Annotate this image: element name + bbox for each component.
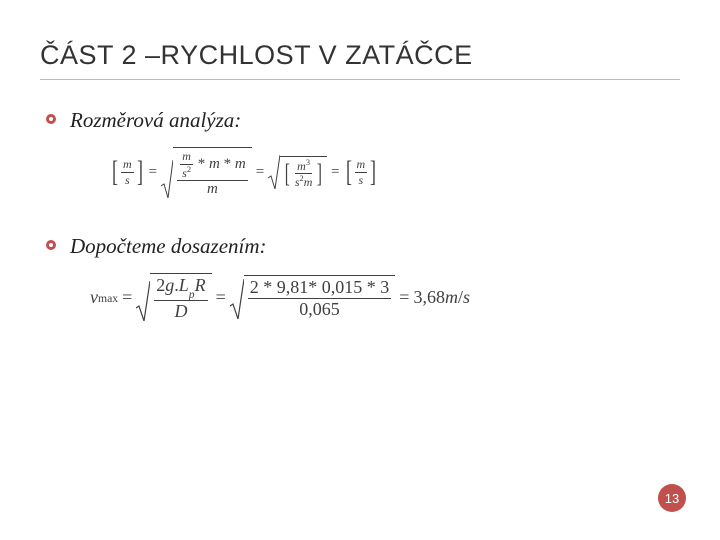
sqrt: [ m3 s2m ] [268,156,327,189]
bullet-2-text: Dopočteme dosazením: [70,234,267,259]
equals: = [122,288,132,306]
left-bracket: [ [285,161,290,187]
left-bracket: [ [112,157,118,187]
bullet-2: Dopočteme dosazením: [40,234,680,259]
sqrt: 2g.LpR D [136,273,211,321]
equals: = [399,288,409,306]
right-bracket: ] [317,161,322,187]
equals: = [149,165,157,180]
fraction: 2 * 9,81* 0,015 * 3 0,065 [248,278,392,319]
equals: = [216,288,226,306]
fraction: m3 s2m [293,159,315,189]
bullet-icon [46,114,56,124]
bullet-icon [46,240,56,250]
fraction: m s [121,158,134,186]
sqrt: 2 * 9,81* 0,015 * 3 0,065 [230,275,396,319]
fraction: m s2 [180,150,193,179]
fraction: 2g.LpR D [154,276,207,321]
sqrt: m s2 * m * m m [161,147,252,198]
page-number: 13 [665,491,679,506]
page-number-badge: 13 [658,484,686,512]
formula-dimensional: [ m s ] = m s2 * m * m [110,147,680,198]
equals: = [331,165,339,180]
right-bracket: ] [137,157,143,187]
right-bracket: ] [370,157,376,187]
slide: ČÁST 2 –RYCHLOST V ZATÁČCE Rozměrová ana… [0,0,720,540]
equals: = [256,165,264,180]
bullet-1: Rozměrová analýza: [40,108,680,133]
formula-numeric: vmax = 2g.LpR D = 2 * 9,81* 0,015 * 3 [90,273,680,321]
fraction: m s [355,158,368,186]
left-bracket: [ [346,157,352,187]
fraction: m s2 * m * m m [177,150,248,198]
page-title: ČÁST 2 –RYCHLOST V ZATÁČCE [40,40,680,80]
bullet-1-text: Rozměrová analýza: [70,108,241,133]
